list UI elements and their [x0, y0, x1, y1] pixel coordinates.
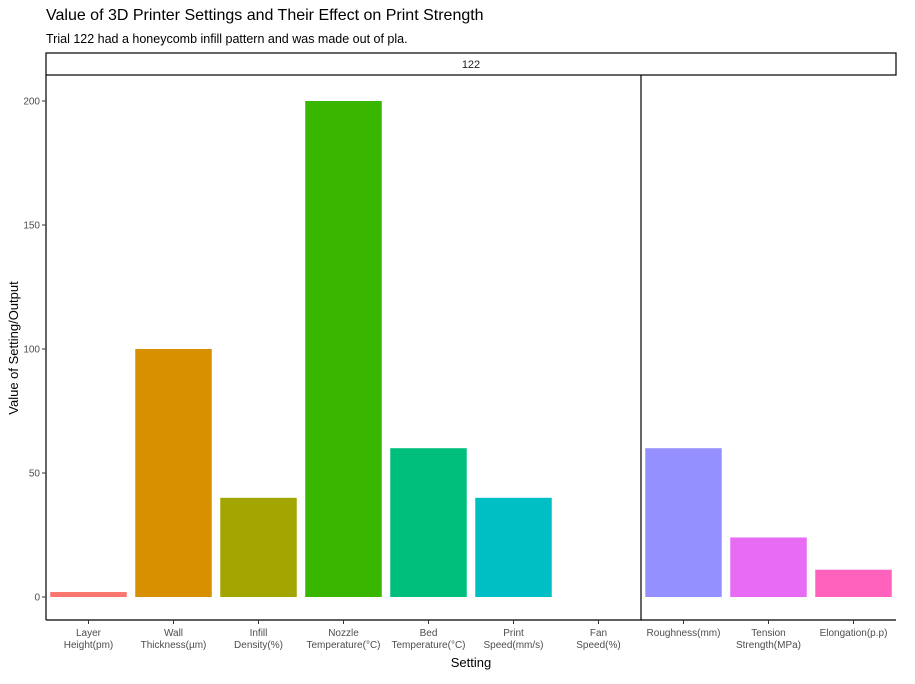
bar: [135, 349, 212, 597]
chart-title: Value of 3D Printer Settings and Their E…: [46, 7, 484, 24]
plot-panel: [45, 75, 896, 621]
bar: [475, 497, 552, 597]
facet-strip-label: 122: [462, 59, 480, 71]
bar: [305, 101, 382, 597]
bar: [50, 592, 127, 597]
y-tick-label: 200: [23, 97, 40, 108]
chart-subtitle: Trial 122 had a honeycomb infill pattern…: [46, 32, 408, 46]
y-axis: 0 50 100 150 200: [23, 97, 46, 604]
bar: [645, 448, 722, 597]
y-tick-label: 100: [23, 345, 40, 356]
bar: [390, 448, 467, 597]
x-tick-label: Bed Temperature(°C): [391, 628, 465, 651]
y-tick-label: 0: [34, 593, 40, 604]
x-axis-title: Setting: [451, 655, 491, 670]
y-axis-title: Value of Setting/Output: [6, 281, 21, 415]
bar: [730, 537, 807, 597]
x-tick-label: Tension Strength(MPa): [736, 628, 801, 651]
y-tick-label: 50: [29, 469, 41, 480]
x-tick-label: Nozzle Temperature(°C): [306, 628, 380, 651]
x-tick-label: Roughness(mm): [647, 628, 721, 639]
bar: [220, 497, 297, 597]
x-tick-label: Fan Speed(%): [576, 628, 620, 651]
bars-group: [50, 101, 892, 597]
x-axis: Layer Height(pm) Wall Thickness(µm) Infill De…: [64, 620, 888, 651]
x-tick-label: Layer Height(pm): [64, 628, 113, 651]
x-tick-label: Print Speed(mm/s): [483, 628, 543, 651]
bar: [815, 569, 892, 597]
x-tick-label: Infill Density(%): [234, 628, 283, 651]
facet-strip: 122: [45, 52, 897, 76]
x-tick-label: Wall Thickness(µm): [141, 628, 207, 651]
x-tick-label: Elongation(p.p): [820, 628, 888, 639]
y-tick-label: 150: [23, 221, 40, 232]
facet-strip-box: [45, 52, 897, 76]
